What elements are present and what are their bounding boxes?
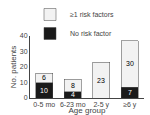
svg-text:40: 40 bbox=[20, 32, 28, 39]
svg-text:30: 30 bbox=[126, 60, 134, 67]
svg-text:6-23 mo: 6-23 mo bbox=[60, 101, 86, 108]
svg-text:30: 30 bbox=[20, 48, 28, 55]
svg-text:4: 4 bbox=[71, 91, 75, 98]
svg-text:Age group: Age group bbox=[69, 106, 106, 115]
svg-text:8: 8 bbox=[71, 82, 75, 89]
svg-text:0-5 mo: 0-5 mo bbox=[33, 101, 55, 108]
svg-text:20: 20 bbox=[20, 63, 28, 70]
svg-text:No risk factor: No risk factor bbox=[70, 30, 112, 37]
svg-text:6: 6 bbox=[42, 74, 46, 81]
svg-text:0: 0 bbox=[24, 94, 28, 101]
svg-text:10: 10 bbox=[40, 87, 48, 94]
svg-text:No. patients: No. patients bbox=[9, 46, 18, 89]
svg-text:≥1 risk factors: ≥1 risk factors bbox=[70, 11, 114, 18]
svg-text:7: 7 bbox=[128, 89, 132, 96]
svg-text:23: 23 bbox=[97, 77, 105, 84]
svg-text:≥6 y: ≥6 y bbox=[123, 101, 137, 109]
svg-text:10: 10 bbox=[20, 79, 28, 86]
svg-text:2-5 y: 2-5 y bbox=[93, 101, 109, 109]
